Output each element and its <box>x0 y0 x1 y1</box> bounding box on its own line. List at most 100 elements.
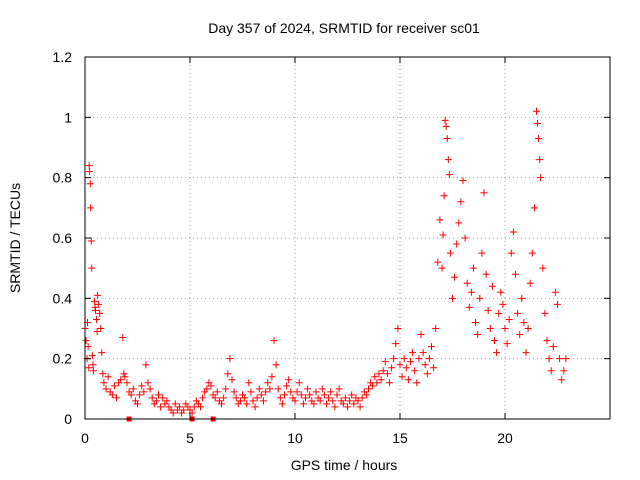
data-point <box>535 134 543 142</box>
data-point <box>87 204 95 212</box>
data-point <box>472 318 480 326</box>
data-point <box>85 162 93 170</box>
data-point <box>180 406 188 414</box>
data-point <box>346 397 354 405</box>
data-point <box>417 331 425 339</box>
data-point <box>432 325 440 332</box>
data-point <box>84 343 92 351</box>
data-point <box>155 391 162 399</box>
data-point <box>199 394 207 402</box>
data-point <box>281 391 288 399</box>
data-point <box>453 240 461 248</box>
data-point <box>86 180 94 188</box>
data-point <box>537 174 545 182</box>
data-point <box>371 373 379 381</box>
data-point <box>484 306 492 314</box>
data-point <box>89 361 97 369</box>
data-point <box>465 303 473 311</box>
data-point <box>230 388 238 396</box>
data-point <box>82 337 90 345</box>
data-point <box>354 397 362 405</box>
y-tick-label: 0 <box>64 411 72 427</box>
data-point <box>87 237 95 245</box>
data-point <box>295 379 303 387</box>
data-point <box>413 379 421 387</box>
data-point <box>110 382 118 390</box>
data-point <box>369 382 377 390</box>
y-tick-label: 1.2 <box>53 49 73 65</box>
data-point <box>507 249 515 257</box>
data-point <box>514 309 522 317</box>
data-point <box>85 364 93 372</box>
data-point <box>306 391 314 399</box>
data-point <box>226 355 234 363</box>
data-point <box>157 403 165 411</box>
data-point <box>327 388 335 396</box>
data-point <box>90 297 98 305</box>
data-point <box>304 385 312 393</box>
data-point <box>102 385 110 393</box>
data-point <box>486 325 494 332</box>
data-point <box>547 367 555 375</box>
data-point <box>344 403 351 411</box>
x-tick-label: 15 <box>392 430 408 446</box>
y-axis-title: SRMTID / TECUs <box>7 183 23 293</box>
data-point <box>445 171 453 179</box>
data-point <box>220 394 228 402</box>
data-point <box>146 385 154 393</box>
data-point <box>539 264 547 272</box>
data-point <box>95 300 103 308</box>
data-point <box>136 391 144 399</box>
data-point <box>534 119 542 127</box>
data-point <box>140 388 148 396</box>
data-point <box>455 219 463 227</box>
data-point <box>509 228 517 236</box>
data-point <box>381 358 389 366</box>
data-point <box>224 370 232 378</box>
data-point <box>207 382 215 390</box>
data-point <box>476 294 484 302</box>
data-point <box>554 300 561 308</box>
data-point <box>409 349 417 357</box>
data-point <box>388 364 396 372</box>
data-point <box>262 388 270 396</box>
data-point <box>249 397 257 405</box>
data-point <box>108 391 116 399</box>
data-point <box>297 391 305 399</box>
data-point <box>488 282 496 290</box>
data-point <box>522 349 530 357</box>
data-point <box>421 361 429 369</box>
data-point <box>365 385 372 393</box>
data-point <box>528 249 536 257</box>
data-point <box>316 397 324 405</box>
data-point <box>88 352 96 360</box>
data-point <box>526 279 534 287</box>
data-point <box>302 394 309 402</box>
x-tick-label: 10 <box>287 430 303 446</box>
data-point <box>419 349 427 357</box>
data-point <box>283 382 291 390</box>
data-point <box>516 331 524 339</box>
data-point <box>461 234 469 242</box>
data-point <box>93 328 101 336</box>
data-point <box>383 370 391 378</box>
data-point <box>148 394 156 402</box>
data-point <box>505 315 513 323</box>
data-point <box>530 204 538 212</box>
data-point <box>551 288 559 296</box>
data-point <box>423 370 431 378</box>
data-point <box>113 394 120 402</box>
data-point <box>335 385 343 393</box>
data-point <box>438 264 446 272</box>
data-point <box>556 355 564 363</box>
data-point <box>293 388 301 396</box>
data-point <box>318 385 326 393</box>
data-point <box>358 394 366 402</box>
data-point <box>121 373 129 381</box>
data-point <box>86 168 94 176</box>
data-point <box>518 294 526 302</box>
data-point <box>503 340 511 348</box>
data-point <box>129 385 137 393</box>
x-tick-labels: 0 5 10 15 20 <box>81 430 513 446</box>
data-point <box>449 294 456 302</box>
